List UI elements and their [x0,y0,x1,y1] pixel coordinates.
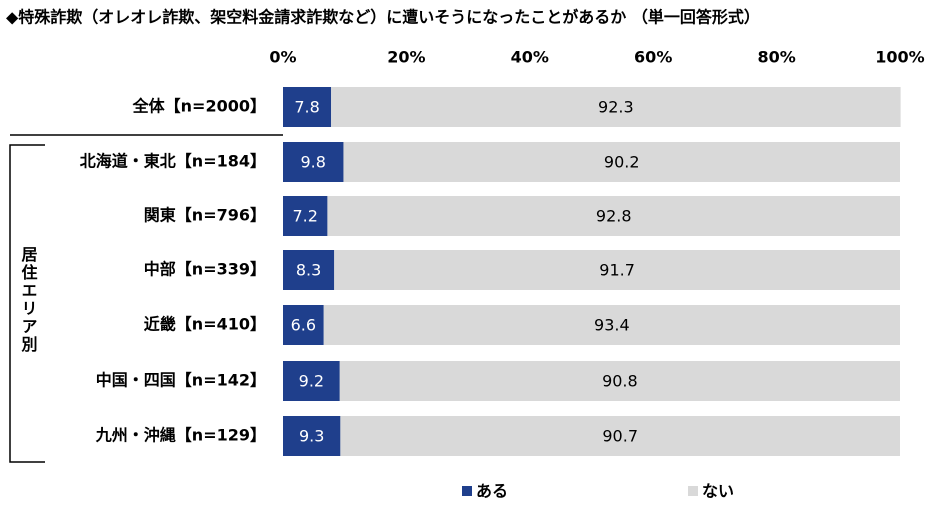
value-label: 9.3 [299,427,324,446]
x-tick-label: 100% [875,48,924,67]
value-label: 91.7 [599,261,635,280]
bar-segment [283,196,328,236]
y-tick-label: 中部【n=339】 [144,260,266,279]
bar-segment [283,416,341,456]
bar-segment [283,361,340,401]
x-tick-label: 0% [269,48,296,67]
x-tick-label: 60% [634,48,672,67]
value-label: 93.4 [594,316,630,335]
bar-segment [283,305,324,345]
legend-label: ある [476,482,508,501]
legend-swatch [688,486,698,496]
legend-label: ない [702,482,734,501]
value-label: 9.2 [299,372,324,391]
y-tick-label: 九州・沖縄【n=129】 [95,426,266,445]
value-label: 90.7 [602,427,638,446]
value-label: 90.2 [604,153,640,172]
y-tick-label: 近畿【n=410】 [144,315,266,334]
y-tick-label: 全体【n=2000】 [132,97,266,116]
bar-segment [283,142,344,182]
x-tick-label: 80% [757,48,795,67]
value-label: 7.2 [292,207,317,226]
bar-segment [283,250,335,290]
value-label: 8.3 [296,261,321,280]
bar-segment [331,87,901,127]
x-tick-label: 20% [387,48,425,67]
chart-title: ◆特殊詐欺（オレオレ詐欺、架空料金請求詐欺など）に遭いそうになったことがあるか … [6,8,760,27]
legend-swatch [462,486,472,496]
value-label: 7.8 [294,98,319,117]
group-bracket [9,144,45,463]
value-label: 6.6 [291,316,316,335]
bar-segment [343,142,900,182]
value-label: 9.8 [301,153,326,172]
bar-segment [323,305,900,345]
y-tick-label: 北海道・東北【n=184】 [80,152,266,171]
value-label: 90.8 [602,372,638,391]
bar-segment [340,416,901,456]
bar-segment [339,361,900,401]
y-tick-label: 関東【n=796】 [144,206,266,225]
group-label: 居住エリア別 [19,246,38,354]
value-label: 92.8 [596,207,632,226]
bar-segment [327,196,900,236]
bar-segment [334,250,900,290]
y-tick-label: 中国・四国【n=142】 [96,371,266,390]
x-tick-label: 40% [511,48,549,67]
bar-segment [283,87,332,127]
value-label: 92.3 [598,98,634,117]
